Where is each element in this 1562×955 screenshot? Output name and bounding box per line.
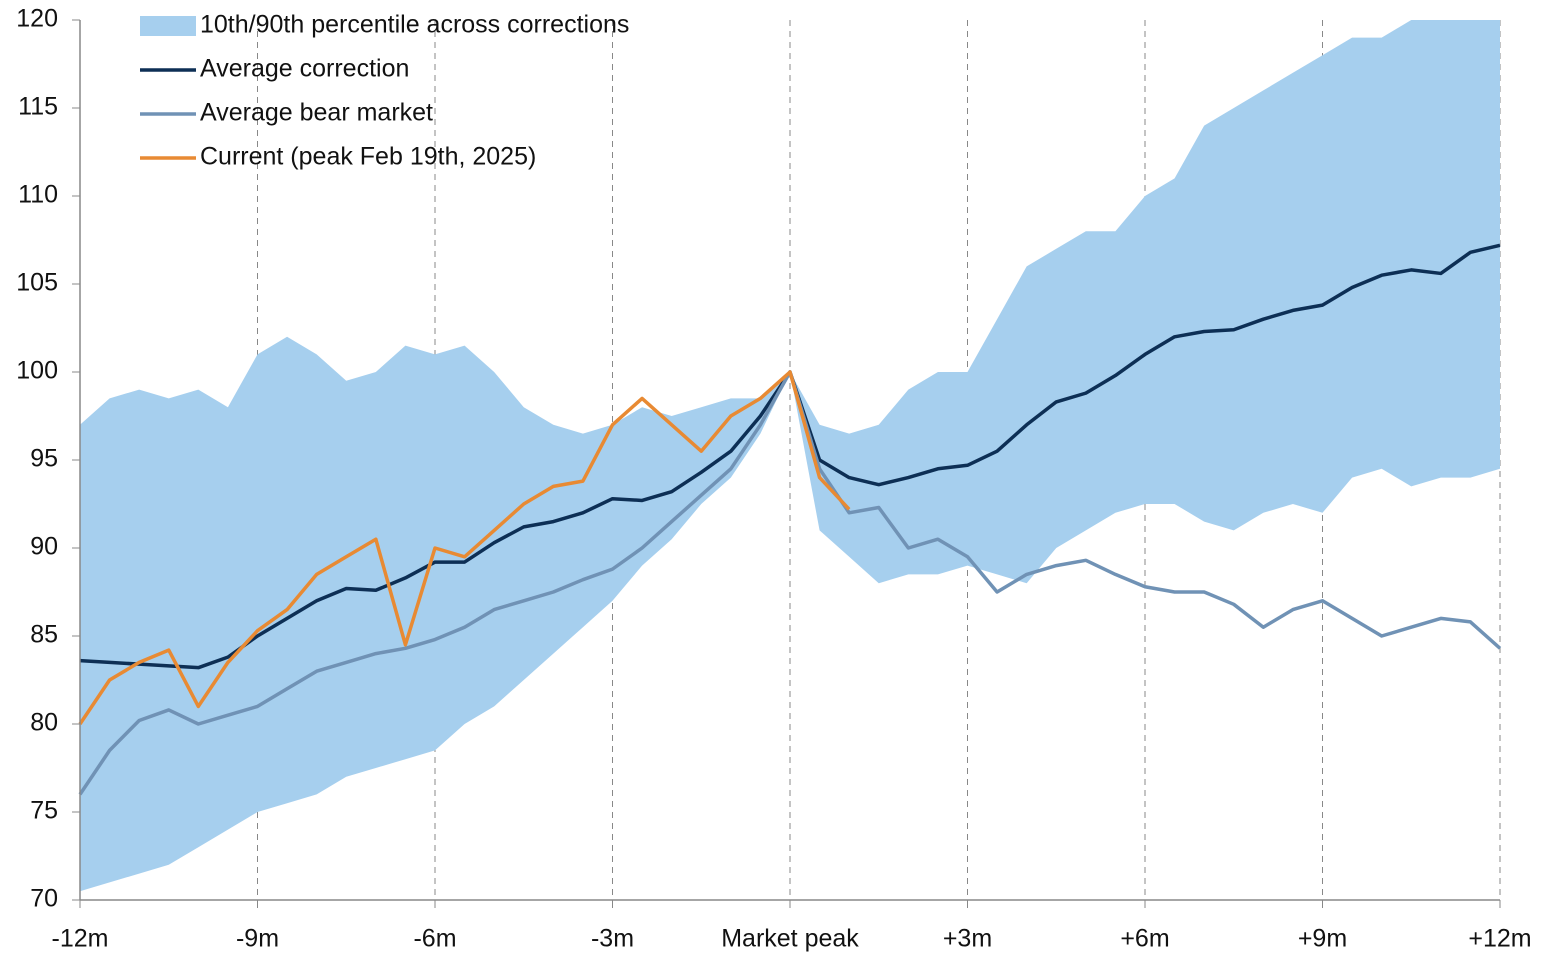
x-tick-label: -6m [413, 925, 456, 953]
legend-label: Average bear market [200, 99, 433, 127]
x-tick-label: +9m [1298, 925, 1347, 953]
y-tick-label: 110 [18, 181, 58, 209]
y-tick-label: 95 [30, 445, 58, 473]
y-tick-label: 75 [30, 797, 58, 825]
x-tick-label: +6m [1120, 925, 1169, 953]
y-tick-label: 105 [16, 269, 58, 297]
series-line [78, 370, 851, 725]
x-tick-label: Market peak [721, 925, 859, 953]
y-tick-label: 70 [30, 885, 58, 913]
y-tick-label: 80 [30, 709, 58, 737]
legend-label: 10th/90th percentile across corrections [200, 11, 629, 39]
legend-swatch [140, 16, 196, 36]
legend-label: Average correction [200, 55, 409, 83]
y-tick-label: 85 [30, 621, 58, 649]
x-tick-label: +3m [943, 925, 992, 953]
x-tick-label: -3m [591, 925, 634, 953]
x-tick-label: +12m [1468, 925, 1531, 953]
y-tick-label: 90 [30, 533, 58, 561]
percentile-band [80, 20, 1500, 892]
y-tick-label: 120 [16, 5, 58, 33]
x-tick-label: -9m [236, 925, 279, 953]
legend-label: Current (peak Feb 19th, 2025) [200, 143, 536, 171]
y-tick-label: 115 [18, 93, 58, 121]
x-tick-label: -12m [52, 925, 109, 953]
y-tick-label: 100 [16, 357, 58, 385]
